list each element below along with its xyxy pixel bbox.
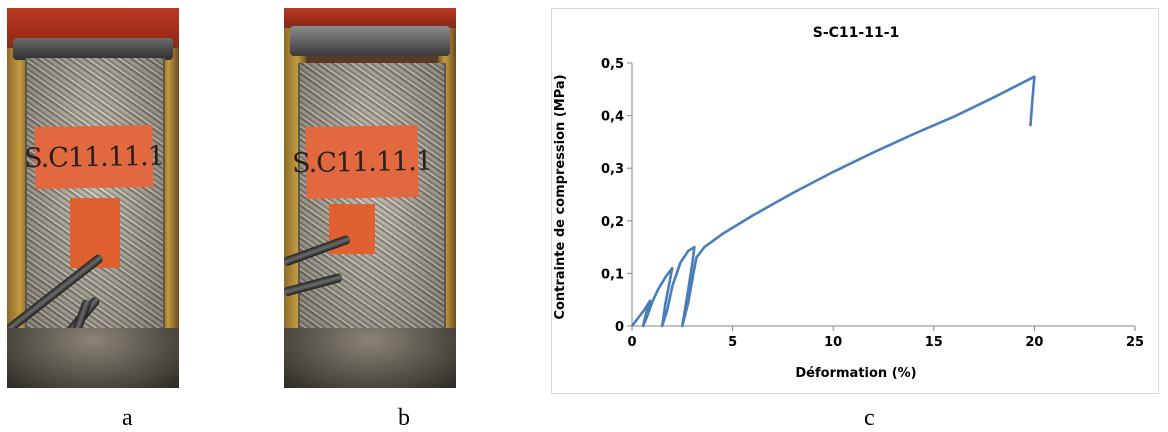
chart-panel: S-C11-11-1 Déformation (%) Contrainte de… (551, 8, 1159, 394)
series-line (630, 75, 1036, 328)
x-tick-label: 0 (627, 335, 636, 350)
x-tick-label: 25 (1126, 335, 1144, 350)
press-frame-right (161, 48, 179, 388)
y-axis-label: Contrainte de compression (MPa) (553, 74, 568, 319)
specimen-label-tag: S.C11.11.1 (292, 125, 432, 199)
y-tick-label: 0,3 (601, 162, 624, 177)
press-frame-left (7, 48, 29, 388)
caption-c: c (864, 405, 875, 431)
base-plate (7, 328, 179, 388)
base-plate (284, 328, 456, 388)
x-tick-label: 15 (925, 335, 943, 350)
specimen-label-tag: S.C11.11.1 (24, 124, 164, 190)
specimen-photo-b: S.C11.11.1 (284, 8, 456, 388)
top-platen (13, 38, 173, 60)
caption-a: a (122, 405, 133, 431)
chart-title: S-C11-11-1 (813, 25, 900, 41)
y-tick-label: 0 (615, 320, 624, 335)
x-tick-label: 10 (824, 335, 842, 350)
y-tick-label: 0,2 (601, 215, 624, 230)
top-platen (290, 26, 450, 56)
y-tick-label: 0,5 (601, 57, 624, 72)
caption-b: b (398, 405, 410, 431)
x-tick-label: 20 (1025, 335, 1043, 350)
stress-strain-chart: S-C11-11-1 Déformation (%) Contrainte de… (553, 25, 1144, 381)
y-tick-label: 0,4 (601, 110, 624, 125)
x-axis-label: Déformation (%) (795, 366, 916, 381)
x-tick-label: 5 (728, 335, 737, 350)
specimen-photo-a: S.C11.11.1 (7, 8, 179, 388)
y-tick-label: 0,1 (601, 267, 624, 282)
